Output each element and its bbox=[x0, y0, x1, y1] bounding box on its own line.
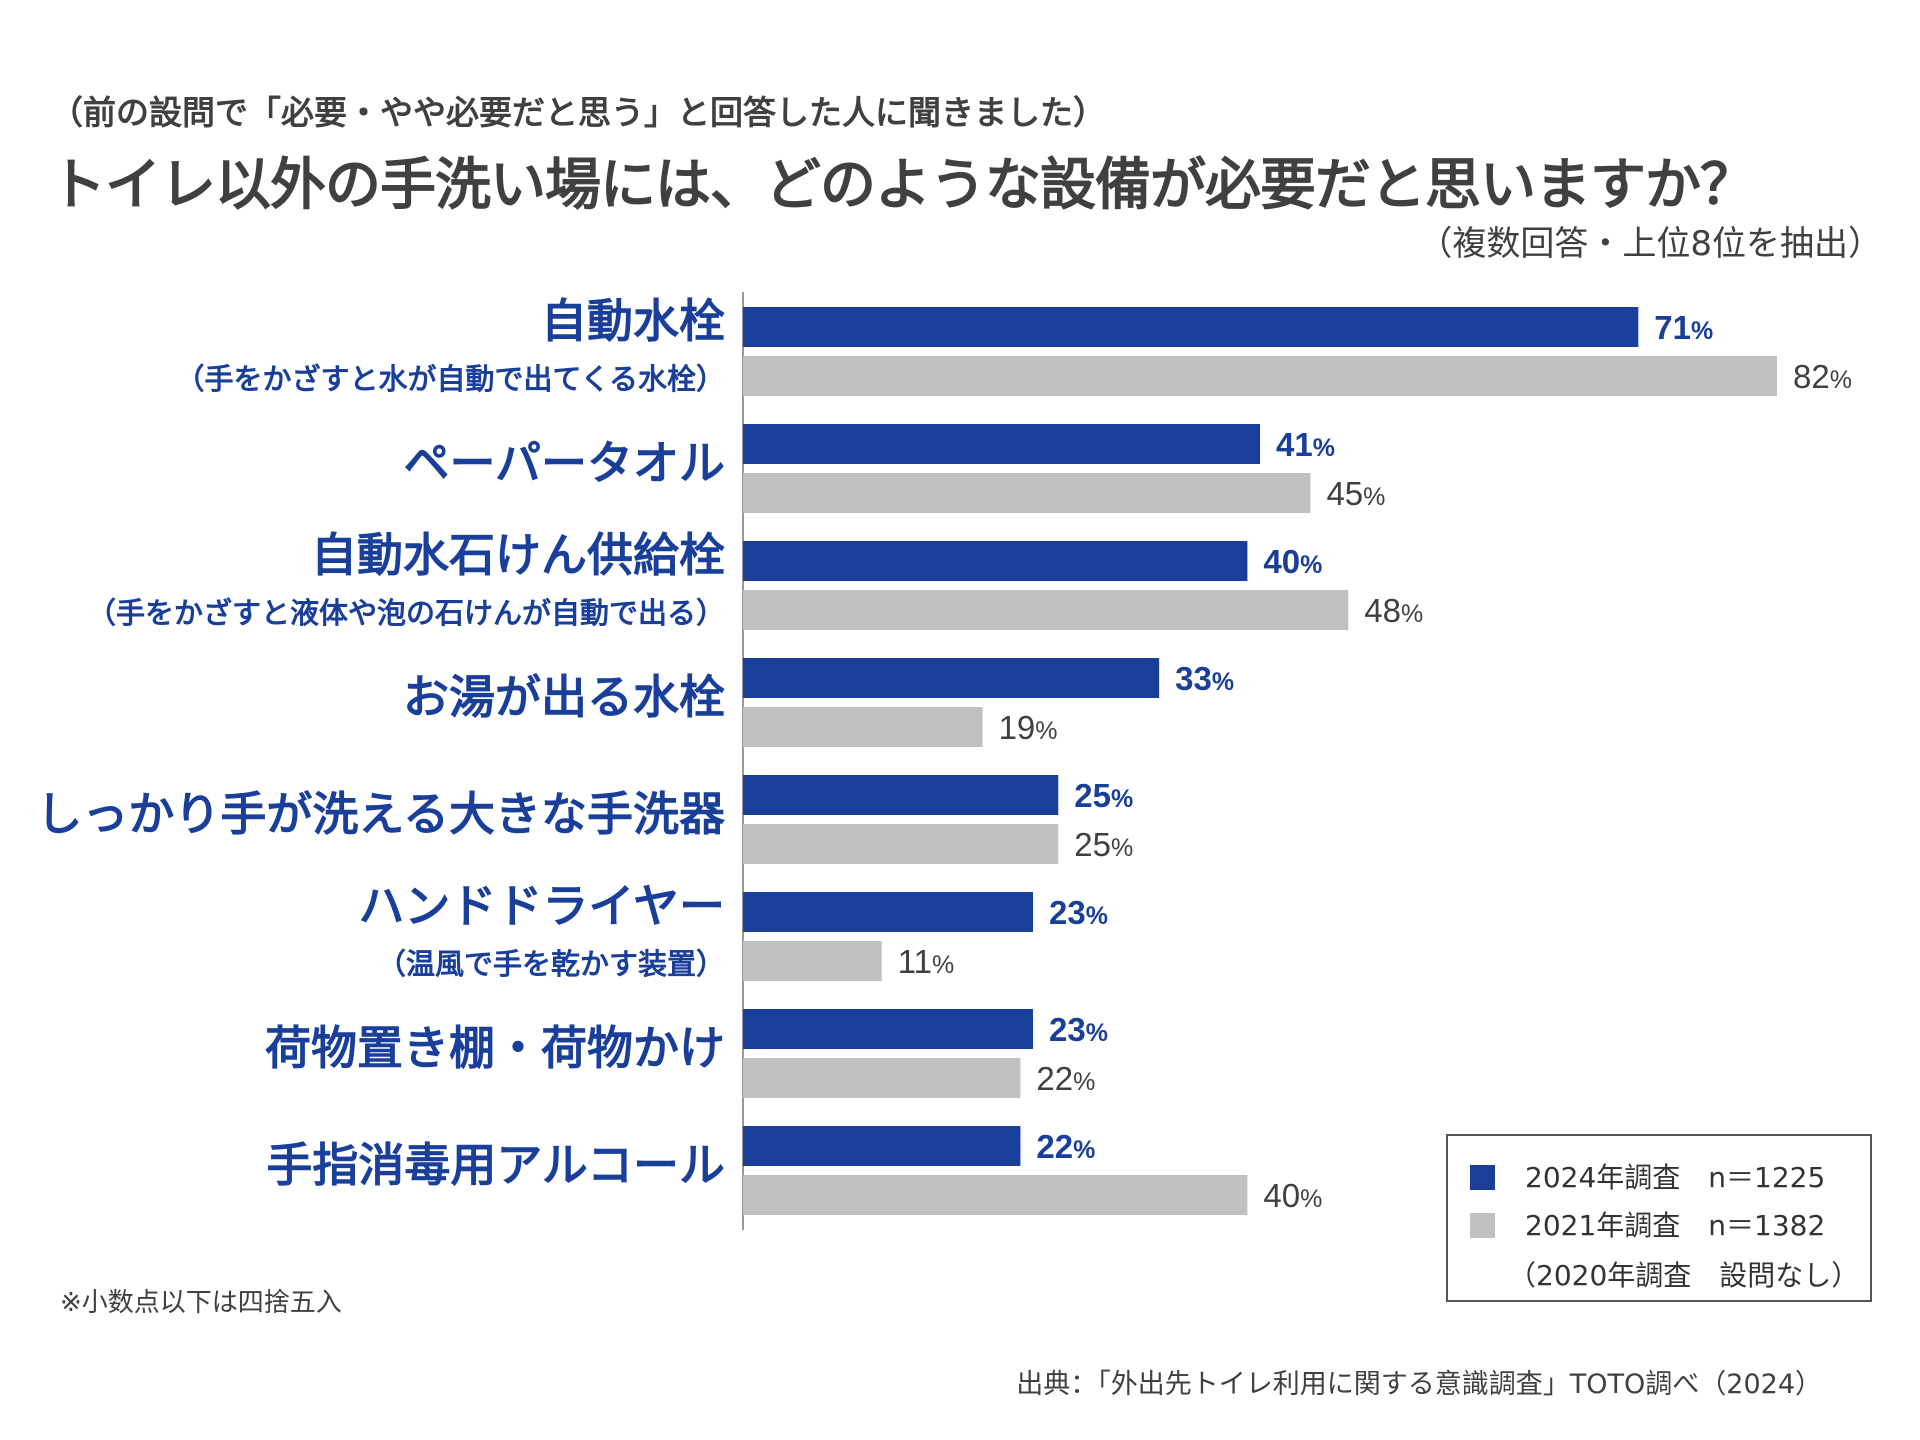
value-label-2024: 71% bbox=[1654, 309, 1713, 346]
value-label-2024: 25% bbox=[1074, 777, 1133, 814]
value-label-2021: 82% bbox=[1793, 358, 1852, 395]
legend-label-2024: 2024年調査 n＝1225 bbox=[1525, 1161, 1826, 1194]
bar-2024 bbox=[743, 892, 1034, 932]
value-label-2021: 11% bbox=[898, 943, 955, 980]
category-label: お湯が出る水栓 bbox=[403, 670, 725, 724]
bar-2021 bbox=[743, 1058, 1021, 1098]
category-label: ペーパータオル bbox=[403, 436, 725, 490]
category-label: 自動水栓 bbox=[541, 294, 725, 348]
value-label-2021: 40% bbox=[1263, 1177, 1322, 1214]
legend-swatch-2024 bbox=[1470, 1165, 1495, 1190]
value-label-2024: 41% bbox=[1276, 426, 1335, 463]
value-label-2024: 23% bbox=[1049, 894, 1108, 931]
value-label-2021: 45% bbox=[1326, 475, 1385, 512]
bar-2021 bbox=[743, 941, 882, 981]
category-label: しっかり手が洗える大きな手洗器 bbox=[36, 787, 726, 841]
category-label: 自動水石けん供給栓 bbox=[311, 528, 725, 582]
value-label-2021: 48% bbox=[1364, 592, 1423, 629]
category-label: 荷物置き棚・荷物かけ bbox=[265, 1021, 725, 1075]
bar-2021 bbox=[743, 473, 1311, 513]
bar-2021 bbox=[743, 590, 1349, 630]
category-sublabel: （手をかざすと水が自動で出てくる水栓） bbox=[175, 362, 725, 396]
bar-2021 bbox=[743, 707, 983, 747]
bar-2024 bbox=[743, 541, 1248, 581]
bar-2024 bbox=[743, 658, 1160, 698]
bar-2021 bbox=[743, 1175, 1248, 1215]
value-label-2021: 22% bbox=[1036, 1060, 1095, 1097]
legend-note: （2020年調査 設問なし） bbox=[1508, 1259, 1860, 1292]
bar-2021 bbox=[743, 356, 1778, 396]
category-sublabel: （温風で手を乾かす装置） bbox=[377, 947, 725, 981]
chart-subtitle: （前の設問で「必要・やや必要だと思う」と回答した人に聞きました） bbox=[50, 93, 1106, 132]
bar-2024 bbox=[743, 775, 1059, 815]
category-label: 手指消毒用アルコール bbox=[266, 1138, 725, 1192]
value-label-2024: 40% bbox=[1263, 543, 1322, 580]
legend-swatch-2021 bbox=[1470, 1213, 1495, 1238]
value-label-2021: 25% bbox=[1074, 826, 1133, 863]
category-sublabel: （手をかざすと液体や泡の石けんが自動で出る） bbox=[87, 596, 725, 630]
bar-2024 bbox=[743, 1009, 1034, 1049]
legend-label-2021: 2021年調査 n＝1382 bbox=[1525, 1209, 1826, 1242]
value-label-2024: 23% bbox=[1049, 1011, 1108, 1048]
source-citation: 出典：「外出先トイレ利用に関する意識調査」TOTO調べ（2024） bbox=[1016, 1369, 1822, 1400]
bar-2024 bbox=[743, 424, 1261, 464]
bar-2024 bbox=[743, 1126, 1021, 1166]
value-label-2021: 19% bbox=[999, 709, 1058, 746]
value-label-2024: 33% bbox=[1175, 660, 1234, 697]
legend-item-2024: 2024年調査 n＝1225 bbox=[1470, 1156, 1825, 1196]
value-label-2024: 22% bbox=[1036, 1128, 1095, 1165]
legend-item-2021: 2021年調査 n＝1382 bbox=[1470, 1204, 1825, 1244]
category-label: ハンドドライヤー bbox=[358, 879, 725, 933]
legend: 2024年調査 n＝1225 2021年調査 n＝1382 （2020年調査 設… bbox=[1446, 1134, 1872, 1302]
bar-2024 bbox=[743, 307, 1639, 347]
bar-2021 bbox=[743, 824, 1059, 864]
footnote: ※小数点以下は四捨五入 bbox=[60, 1288, 342, 1318]
chart-note: （複数回答・上位8位を抽出） bbox=[1418, 224, 1882, 264]
chart-title: トイレ以外の手洗い場には、どのような設備が必要だと思いますか？ bbox=[50, 153, 1756, 218]
